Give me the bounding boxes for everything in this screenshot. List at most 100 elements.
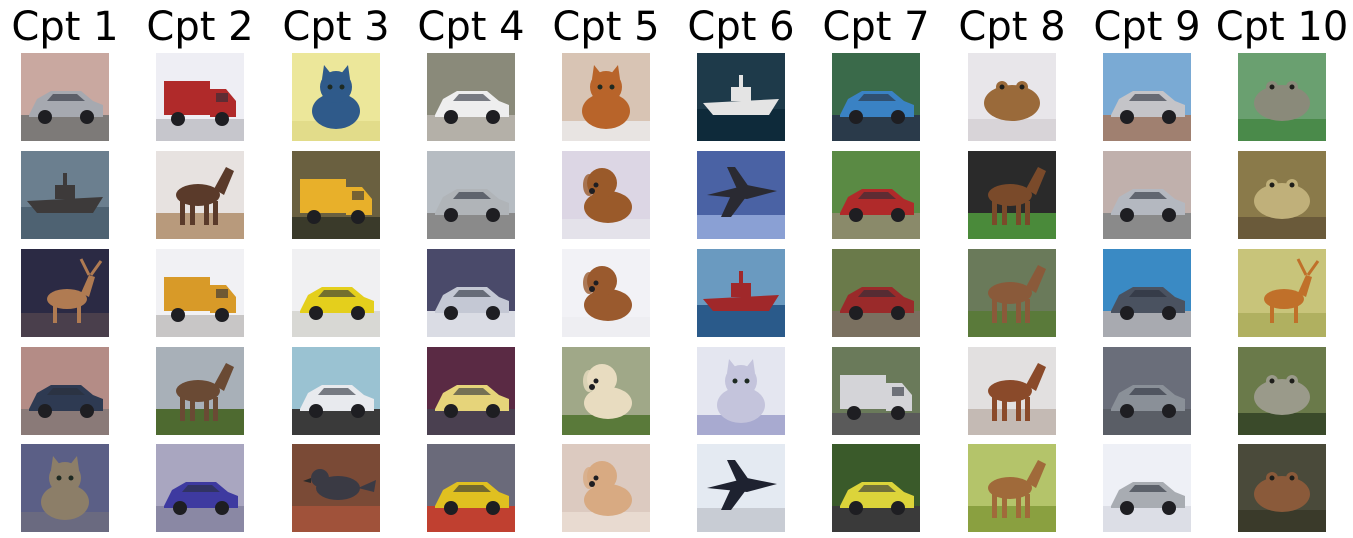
car-thumbnail — [427, 151, 515, 239]
horse-thumbnail — [968, 444, 1056, 532]
image-tile-frog — [968, 53, 1056, 141]
image-tile-ship — [697, 249, 785, 337]
column-title-cpt-7: Cpt 7 — [822, 4, 930, 50]
image-tile-horse — [156, 151, 244, 239]
cat-thumbnail — [21, 444, 109, 532]
image-tile-deer — [1238, 249, 1326, 337]
image-tile-bird — [292, 444, 380, 532]
column-title-cpt-1: Cpt 1 — [11, 4, 119, 50]
frog-thumbnail — [1238, 53, 1326, 141]
car-thumbnail — [21, 347, 109, 435]
cat-thumbnail — [562, 53, 650, 141]
image-tile-ship — [697, 53, 785, 141]
dog-thumbnail — [562, 347, 650, 435]
image-tile-car — [292, 249, 380, 337]
image-tile-horse — [156, 347, 244, 435]
image-tile-car — [427, 347, 515, 435]
dog-thumbnail — [562, 444, 650, 532]
image-tile-frog — [1238, 444, 1326, 532]
ship-thumbnail — [697, 53, 785, 141]
column-title-cpt-10: Cpt 10 — [1215, 4, 1349, 50]
frog-thumbnail — [1238, 151, 1326, 239]
column-title-cpt-6: Cpt 6 — [687, 4, 795, 50]
image-tile-car — [21, 53, 109, 141]
image-tile-truck — [156, 53, 244, 141]
frog-thumbnail — [1238, 347, 1326, 435]
column-title-cpt-3: Cpt 3 — [282, 4, 390, 50]
horse-thumbnail — [156, 151, 244, 239]
airplane-thumbnail — [697, 151, 785, 239]
frog-thumbnail — [968, 53, 1056, 141]
image-tile-car — [1103, 249, 1191, 337]
column-title-cpt-5: Cpt 5 — [552, 4, 660, 50]
image-tile-horse — [968, 347, 1056, 435]
image-tile-horse — [968, 151, 1056, 239]
column-title-cpt-4: Cpt 4 — [417, 4, 525, 50]
car-thumbnail — [1103, 347, 1191, 435]
image-tile-airplane — [697, 151, 785, 239]
car-thumbnail — [1103, 53, 1191, 141]
horse-thumbnail — [156, 347, 244, 435]
column-title-cpt-8: Cpt 8 — [958, 4, 1066, 50]
car-thumbnail — [1103, 151, 1191, 239]
image-tile-car — [1103, 53, 1191, 141]
image-tile-dog — [562, 444, 650, 532]
column-title-cpt-9: Cpt 9 — [1093, 4, 1201, 50]
ship-thumbnail — [21, 151, 109, 239]
image-tile-car — [832, 151, 920, 239]
image-tile-cat — [292, 53, 380, 141]
image-tile-truck — [156, 249, 244, 337]
image-tile-car — [1103, 347, 1191, 435]
dog-thumbnail — [562, 151, 650, 239]
image-tile-frog — [1238, 151, 1326, 239]
car-thumbnail — [1103, 444, 1191, 532]
image-tile-frog — [1238, 347, 1326, 435]
car-thumbnail — [292, 249, 380, 337]
airplane-thumbnail — [697, 444, 785, 532]
image-tile-dog — [562, 249, 650, 337]
image-tile-car — [427, 249, 515, 337]
car-thumbnail — [292, 347, 380, 435]
image-tile-car — [1103, 151, 1191, 239]
image-tile-car — [427, 53, 515, 141]
deer-thumbnail — [21, 249, 109, 337]
frog-thumbnail — [1238, 444, 1326, 532]
image-tile-dog — [562, 347, 650, 435]
horse-thumbnail — [968, 347, 1056, 435]
image-tile-truck — [292, 151, 380, 239]
car-thumbnail — [427, 249, 515, 337]
car-thumbnail — [1103, 249, 1191, 337]
car-thumbnail — [156, 444, 244, 532]
image-tile-ship — [21, 151, 109, 239]
image-tile-frog — [1238, 53, 1326, 141]
car-thumbnail — [832, 151, 920, 239]
car-thumbnail — [427, 444, 515, 532]
image-tile-dog — [562, 151, 650, 239]
ship-thumbnail — [697, 249, 785, 337]
image-tile-car — [832, 444, 920, 532]
image-tile-horse — [968, 444, 1056, 532]
image-tile-car — [832, 53, 920, 141]
car-thumbnail — [832, 444, 920, 532]
truck-thumbnail — [156, 53, 244, 141]
car-thumbnail — [832, 249, 920, 337]
truck-thumbnail — [156, 249, 244, 337]
image-tile-car — [427, 444, 515, 532]
image-tile-cat — [21, 444, 109, 532]
image-tile-car — [156, 444, 244, 532]
image-tile-airplane — [697, 444, 785, 532]
image-tile-car — [1103, 444, 1191, 532]
bird-thumbnail — [292, 444, 380, 532]
cat-thumbnail — [292, 53, 380, 141]
image-tile-car — [832, 249, 920, 337]
car-thumbnail — [21, 53, 109, 141]
horse-thumbnail — [968, 151, 1056, 239]
image-tile-car — [427, 151, 515, 239]
image-tile-deer — [21, 249, 109, 337]
deer-thumbnail — [1238, 249, 1326, 337]
cat-thumbnail — [697, 347, 785, 435]
image-tile-truck — [832, 347, 920, 435]
horse-thumbnail — [968, 249, 1056, 337]
dog-thumbnail — [562, 249, 650, 337]
